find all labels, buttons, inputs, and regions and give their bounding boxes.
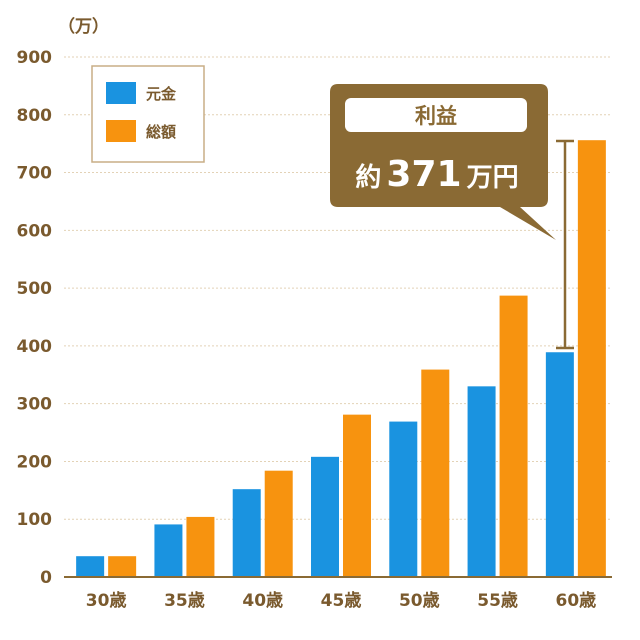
y-axis-tick-labels: 0 100 200 300 400 500 600 700 800 900 xyxy=(17,48,53,588)
y-tick-label: 500 xyxy=(17,279,53,299)
profit-bracket xyxy=(556,139,574,350)
bar-principal xyxy=(545,352,574,577)
bar-principal xyxy=(76,556,105,577)
y-tick-label: 200 xyxy=(17,452,53,472)
profit-callout-title-box xyxy=(345,98,527,132)
legend-frame xyxy=(91,65,205,163)
y-axis-unit-label: （万） xyxy=(58,16,109,37)
legend: 元金 総額 xyxy=(91,65,205,163)
profit-callout-value: 371 xyxy=(386,154,461,195)
x-axis-tick-labels: 30歳 35歳 40歳 45歳 50歳 55歳 60歳 xyxy=(86,590,596,611)
x-tick-label: 30歳 xyxy=(86,590,127,611)
bar-total xyxy=(186,516,215,577)
profit-callout-title: 利益 xyxy=(415,104,457,128)
y-tick-label: 300 xyxy=(17,395,53,415)
bar-total xyxy=(421,369,450,577)
legend-label-total: 総額 xyxy=(146,123,176,141)
y-tick-label: 400 xyxy=(17,337,53,357)
bar-principal xyxy=(154,524,183,577)
y-tick-label: 900 xyxy=(17,48,53,68)
bar-principal xyxy=(467,386,496,577)
bar-total xyxy=(264,470,293,577)
bar-principal xyxy=(311,456,339,577)
x-tick-label: 50歳 xyxy=(399,590,440,611)
y-tick-label: 100 xyxy=(17,510,53,530)
legend-swatch-total xyxy=(106,120,136,142)
profit-callout-prefix: 約 xyxy=(355,162,381,193)
bar-total xyxy=(577,140,606,577)
x-tick-label: 55歳 xyxy=(477,590,518,611)
bar-principal xyxy=(389,421,418,577)
legend-label-principal: 元金 xyxy=(146,85,177,103)
y-tick-label: 600 xyxy=(17,221,53,241)
x-tick-label: 45歳 xyxy=(321,590,362,611)
bar-total xyxy=(343,414,371,577)
profit-callout-suffix: 万円 xyxy=(467,163,519,193)
profit-callout-amount: 約 371 万円 xyxy=(355,154,518,195)
bar-principal xyxy=(232,489,261,577)
bars xyxy=(76,140,606,577)
x-tick-label: 40歳 xyxy=(242,590,283,611)
x-tick-label: 35歳 xyxy=(164,590,205,611)
y-tick-label: 0 xyxy=(40,568,52,588)
y-tick-label: 800 xyxy=(17,106,53,126)
y-tick-label: 700 xyxy=(17,164,53,184)
x-tick-label: 60歳 xyxy=(556,590,597,611)
bar-total xyxy=(499,295,528,577)
legend-swatch-principal xyxy=(106,82,136,104)
profit-callout: 利益 約 371 万円 xyxy=(330,84,556,240)
bar-total xyxy=(108,556,137,577)
